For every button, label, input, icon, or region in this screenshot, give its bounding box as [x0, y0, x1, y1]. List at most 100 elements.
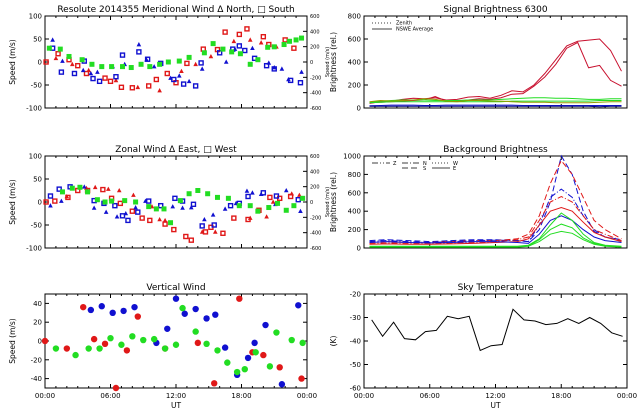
legend-label: NSWE Average	[396, 27, 433, 33]
data-point-square	[210, 41, 216, 47]
data-point-triangle	[298, 208, 303, 213]
y-right-tick-label: 0	[310, 60, 313, 66]
y-tick-label: -100	[26, 105, 42, 113]
data-point	[134, 313, 141, 320]
data-point-square	[172, 195, 178, 202]
series-line-red-1	[369, 38, 622, 104]
data-point-square	[135, 209, 141, 215]
x-tick-label: 12:00	[166, 392, 186, 400]
data-point	[96, 345, 103, 352]
data-point	[164, 325, 171, 332]
data-point	[107, 334, 114, 342]
data-point-square	[245, 193, 251, 200]
data-point-square	[287, 193, 294, 200]
data-point-square	[300, 195, 306, 201]
data-point-square	[102, 199, 108, 205]
chart-title: Signal Brightness 6300	[443, 5, 547, 15]
data-point-square	[43, 199, 49, 205]
data-point-triangle	[299, 69, 304, 74]
data-point-triangle	[283, 188, 289, 193]
data-point-square	[118, 84, 125, 91]
data-point-square	[198, 60, 204, 66]
data-point-square	[171, 76, 177, 83]
data-point-square	[287, 77, 294, 84]
x-tick-label: 00:00	[617, 392, 637, 400]
data-point-square	[89, 61, 95, 67]
data-point-triangle	[199, 66, 205, 71]
data-point-square	[180, 81, 187, 87]
data-point-square	[183, 233, 189, 240]
data-point	[295, 302, 302, 309]
data-point-square	[211, 222, 217, 228]
y-tick-label: 400	[348, 208, 361, 216]
data-point-square	[161, 206, 167, 212]
data-point-square	[55, 51, 61, 57]
data-point-triangle	[95, 69, 100, 74]
data-point	[172, 295, 180, 302]
data-point-square	[113, 74, 119, 80]
data-point-square	[100, 186, 106, 193]
data-point	[112, 384, 120, 392]
y-right-tick-label: 200	[310, 185, 320, 191]
y-right-tick-label: -200	[310, 75, 321, 81]
chart-signal: Signal Brightness 6300 0 200 400 600 800 Brigh…	[329, 5, 628, 113]
data-point-square	[293, 37, 299, 43]
y-right-tick-label: -600	[310, 106, 321, 112]
data-point-square	[236, 203, 242, 209]
data-point-triangle	[114, 214, 120, 219]
data-point	[172, 341, 180, 348]
data-point-square	[65, 194, 71, 201]
data-point-square	[125, 217, 131, 224]
legend-label: W	[453, 161, 458, 167]
data-point-triangle	[162, 217, 168, 223]
data-point-square	[119, 213, 126, 219]
data-point-square	[79, 57, 85, 63]
data-point-square	[133, 199, 139, 205]
chart-meridional: Resolute 2014355 Meridional Wind Δ North…	[8, 5, 331, 113]
data-point-square	[229, 49, 235, 55]
data-point-square	[59, 189, 65, 195]
data-point-triangle	[64, 193, 70, 199]
y-right-tick-label: 200	[310, 45, 320, 51]
data-point-square	[136, 49, 142, 55]
x-tick-label: 00:00	[35, 392, 55, 400]
data-point-triangle	[223, 59, 229, 64]
data-point-square	[165, 59, 171, 65]
data-point-triangle	[69, 61, 75, 67]
data-point-square	[282, 37, 288, 43]
data-point-square	[195, 188, 201, 193]
data-point	[98, 303, 105, 310]
data-point	[203, 340, 210, 348]
data-point-square	[157, 61, 163, 67]
data-point-triangle	[60, 58, 65, 63]
data-point	[221, 344, 229, 351]
y-tick-label: 800	[348, 13, 361, 21]
data-point	[273, 329, 280, 336]
series-line-blue-E	[369, 215, 622, 244]
data-point-square	[205, 191, 211, 197]
data-point	[212, 311, 219, 318]
data-point-square	[255, 208, 261, 214]
data-point	[52, 345, 60, 352]
data-point-triangle	[264, 214, 269, 219]
plot-frame	[363, 155, 628, 249]
y-axis-label: (K)	[329, 336, 338, 347]
data-point	[203, 315, 210, 322]
data-point-square	[71, 70, 78, 77]
data-point-triangle	[208, 53, 214, 59]
data-point-triangle	[133, 205, 138, 210]
data-point	[262, 321, 269, 329]
data-point-square	[69, 185, 75, 191]
x-tick-label: 06:00	[420, 392, 440, 400]
data-point	[72, 351, 79, 359]
data-point-square	[109, 64, 115, 70]
series-line-red-N	[369, 195, 622, 244]
data-point-triangle	[258, 40, 264, 45]
data-point-square	[265, 44, 271, 50]
data-point-square	[52, 198, 58, 204]
data-point-triangle	[113, 77, 119, 83]
data-point-square	[99, 64, 105, 70]
data-point	[87, 306, 95, 314]
series-line-blue-S	[369, 154, 622, 243]
data-point-square	[46, 45, 52, 51]
